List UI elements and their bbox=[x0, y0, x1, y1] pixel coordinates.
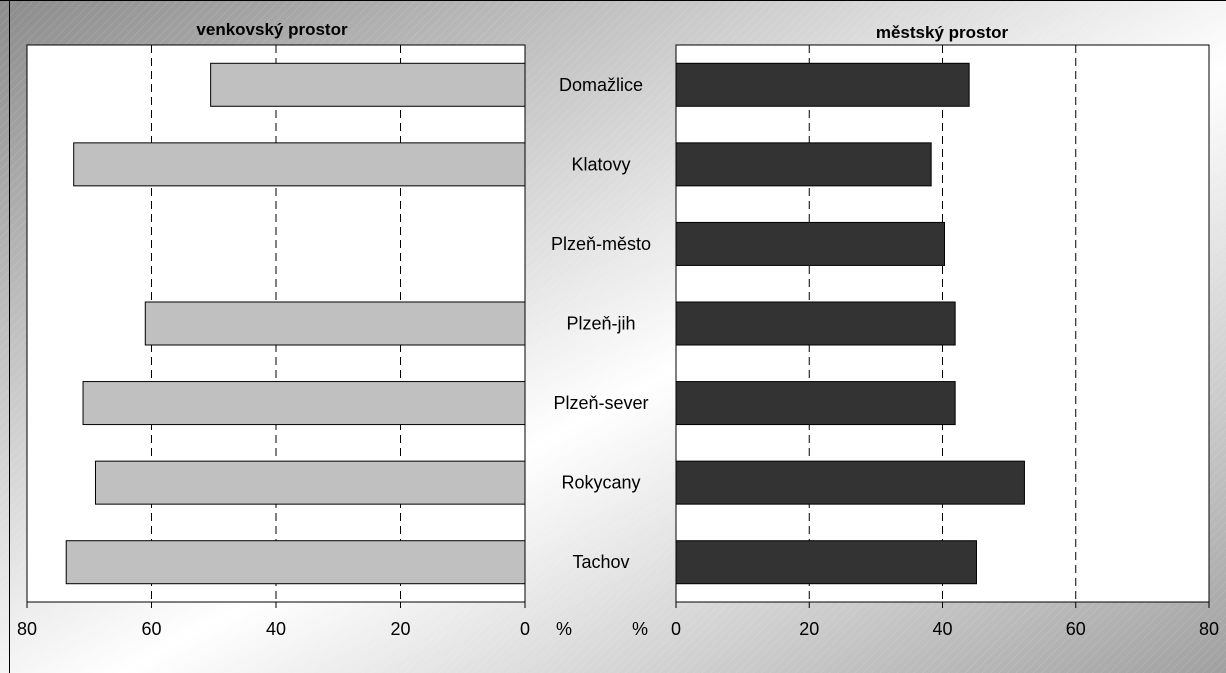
right-tick-label: 80 bbox=[1199, 619, 1219, 639]
right-unit-label: % bbox=[632, 619, 648, 639]
category-label: Plzeň-město bbox=[551, 234, 651, 254]
category-label: Domažlice bbox=[559, 75, 643, 95]
right-tick-label: 40 bbox=[932, 619, 952, 639]
left-bar bbox=[94, 460, 526, 505]
category-label: Tachov bbox=[572, 552, 629, 572]
right-tick-label: 0 bbox=[671, 619, 681, 639]
right-bar bbox=[675, 221, 945, 266]
left-tick-label: 40 bbox=[266, 619, 286, 639]
right-bar bbox=[675, 540, 977, 585]
left-tick-label: 60 bbox=[141, 619, 161, 639]
category-label: Klatovy bbox=[571, 154, 630, 174]
left-tick-label: 0 bbox=[520, 619, 530, 639]
right-panel-title: městský prostor bbox=[876, 23, 1009, 42]
category-label: Rokycany bbox=[561, 473, 640, 493]
right-bar bbox=[675, 142, 932, 187]
right-bar bbox=[675, 460, 1025, 505]
right-bar bbox=[675, 381, 956, 426]
category-label: Plzeň-jih bbox=[566, 314, 635, 334]
right-bar bbox=[675, 62, 970, 107]
left-tick-label: 80 bbox=[17, 619, 37, 639]
left-bar bbox=[82, 381, 526, 426]
left-bar bbox=[73, 142, 526, 187]
left-panel-title: venkovský prostor bbox=[196, 20, 348, 39]
category-label: Plzeň-sever bbox=[553, 393, 648, 413]
right-tick-label: 60 bbox=[1066, 619, 1086, 639]
left-bar bbox=[65, 540, 526, 585]
left-bar bbox=[210, 62, 526, 107]
left-tick-label: 20 bbox=[390, 619, 410, 639]
right-tick-label: 20 bbox=[799, 619, 819, 639]
left-bar bbox=[144, 301, 526, 346]
right-bar bbox=[675, 301, 956, 346]
left-unit-label: % bbox=[556, 619, 572, 639]
